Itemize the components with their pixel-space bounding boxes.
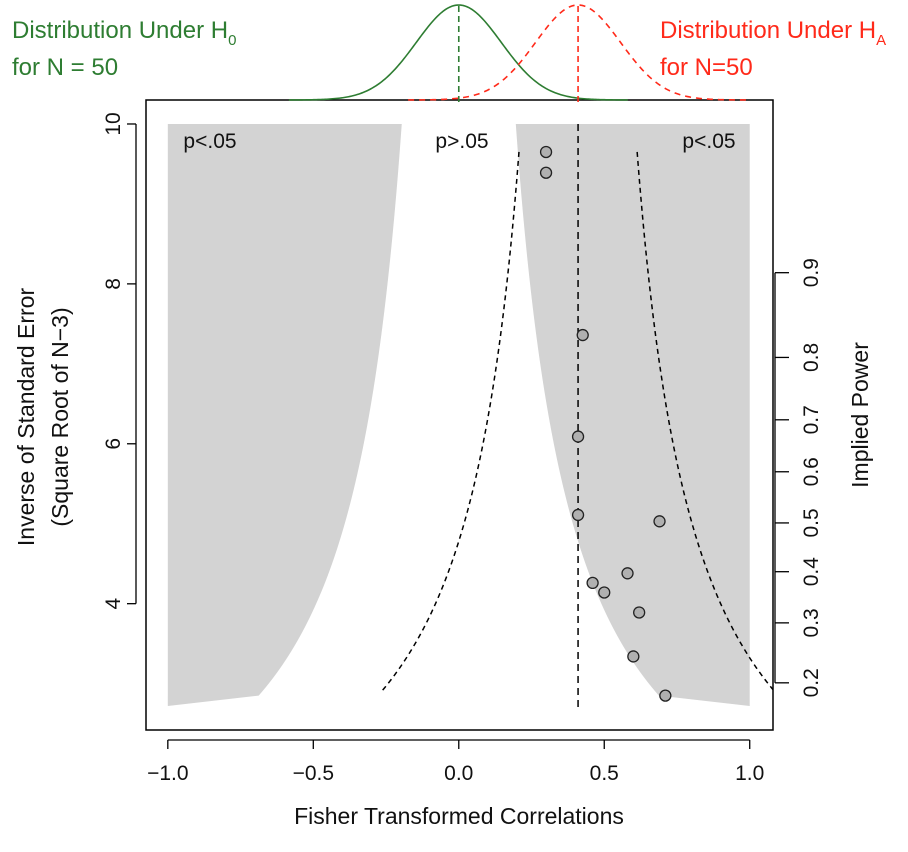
x-tick-label: 1.0	[735, 762, 764, 785]
reference-curves	[380, 123, 774, 708]
right-funnel-dashed-line	[636, 151, 774, 691]
data-point	[633, 606, 646, 619]
alt-distribution-label-line2: for N=50	[660, 54, 753, 81]
data-point	[621, 567, 634, 580]
left-funnel-dashed-line	[380, 151, 520, 693]
alt-distribution-subscript: A	[876, 32, 886, 49]
data-point	[571, 508, 585, 522]
data-points	[539, 145, 672, 702]
y2-tick-label: 0.8	[800, 343, 823, 372]
y2-tick-label: 0.4	[800, 557, 823, 587]
data-point	[576, 328, 589, 342]
region-labels: p<.05 p>.05 p<.05	[183, 130, 735, 153]
x-tick-label: 0.0	[444, 762, 473, 785]
null-distribution-subscript: 0	[228, 32, 236, 49]
data-point	[539, 145, 553, 159]
p-greater-than-05-label: p>.05	[435, 130, 488, 153]
x-tick-label: 0.5	[590, 762, 619, 785]
alt-distribution-curve	[408, 4, 748, 101]
p-less-than-05-right-label: p<.05	[682, 130, 735, 153]
y2-tick-label: 0.3	[800, 608, 823, 637]
significance-regions	[167, 123, 750, 707]
y-tick-label: 10	[102, 112, 125, 135]
left-significance-region	[167, 123, 402, 707]
data-point	[598, 586, 611, 599]
y-tick-label: 8	[102, 278, 125, 290]
data-point	[539, 166, 553, 179]
data-point	[586, 576, 599, 590]
x-axis-label: Fisher Transformed Correlations	[294, 803, 624, 829]
y2-tick-label: 0.5	[800, 508, 823, 537]
y2-tick-label: 0.2	[800, 668, 823, 697]
null-distribution-curve	[288, 4, 628, 101]
null-distribution-label-line2: for N = 50	[12, 54, 118, 81]
data-point	[653, 515, 666, 528]
axes: −1.0 −0.5 0.0 0.5 1.0 4 6 8 10 0.9 0.8 0.7 0.6 0.5 0.4…	[102, 112, 823, 785]
null-distribution-label-line1: Distribution Under H0	[12, 17, 236, 49]
y-tick-label: 4	[102, 598, 125, 610]
top-distributions: Distribution Under H0 for N = 50 Distribut…	[12, 4, 886, 104]
data-point	[627, 650, 640, 663]
x-tick-label: −0.5	[293, 762, 334, 785]
y-axis-label-line2: (Square Root of N−3)	[47, 307, 73, 526]
data-point	[659, 689, 672, 702]
y2-axis-label: Implied Power	[847, 342, 873, 488]
alt-distribution-label-line1: Distribution Under HA	[660, 17, 886, 49]
y-axis-label-line1: Inverse of Standard Error	[13, 288, 39, 547]
y2-tick-label: 0.6	[800, 457, 823, 486]
x-tick-label: −1.0	[147, 762, 188, 785]
y-tick-label: 6	[102, 438, 125, 450]
p-less-than-05-left-label: p<.05	[183, 130, 236, 153]
right-significance-region	[515, 123, 750, 707]
data-point	[571, 430, 585, 443]
y2-tick-label: 0.7	[800, 405, 823, 434]
y2-tick-label: 0.9	[800, 258, 823, 287]
